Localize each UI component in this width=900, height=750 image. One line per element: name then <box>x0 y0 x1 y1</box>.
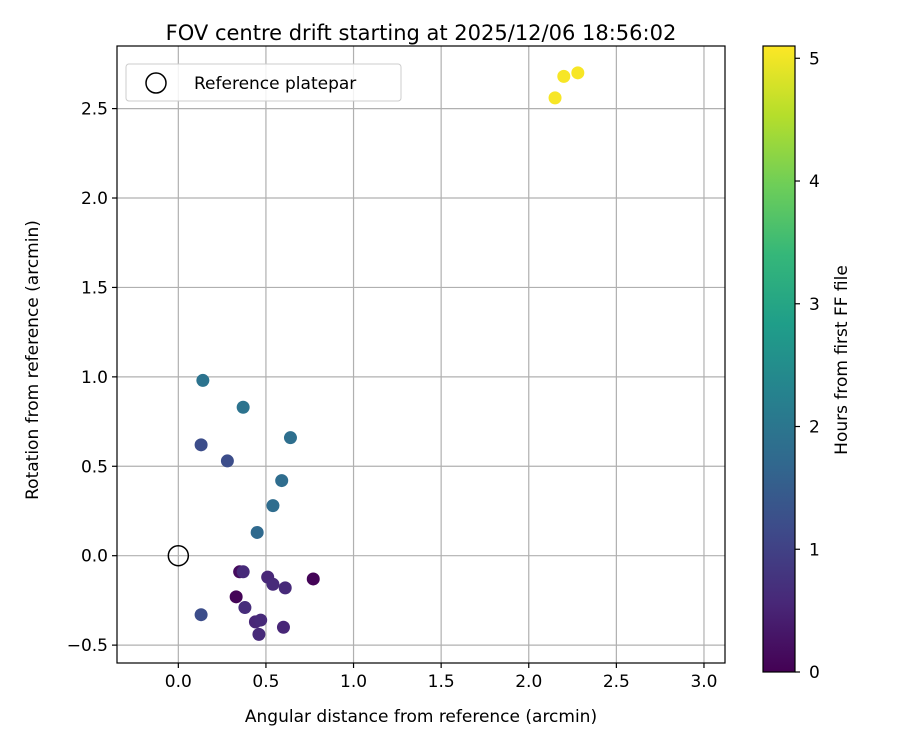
plot-frame <box>116 45 726 664</box>
colorbar-gradient <box>763 46 795 672</box>
data-point <box>266 577 280 591</box>
data-point <box>238 601 252 615</box>
data-point <box>220 454 234 468</box>
colorbar-label: Hours from first FF file <box>832 265 852 455</box>
x-tick-label: 0.0 <box>165 672 192 692</box>
colorbar: 0 1 2 3 4 5 Hours from first FF file <box>762 45 852 683</box>
data-point <box>194 438 208 452</box>
data-point <box>194 608 208 622</box>
data-point <box>275 474 289 488</box>
colorbar-tick-label: 4 <box>809 172 820 192</box>
legend: Reference platepar <box>125 63 402 102</box>
data-point <box>276 620 290 634</box>
y-tick-label: 2.5 <box>81 100 108 120</box>
y-tick-label: −0.5 <box>67 636 108 656</box>
data-point <box>548 91 562 105</box>
y-tick-label: 0.5 <box>81 457 108 477</box>
colorbar-frame <box>762 45 796 673</box>
data-point <box>557 69 571 83</box>
y-axis-ticks: −0.5 0.0 0.5 1.0 1.5 2.0 2.5 <box>67 100 117 656</box>
x-axis-ticks: 0.0 0.5 1.0 1.5 2.0 2.5 3.0 <box>165 663 717 692</box>
data-point <box>278 581 292 595</box>
y-axis-label: Rotation from reference (arcmin) <box>23 220 43 500</box>
data-point <box>252 627 266 641</box>
colorbar-tick-label: 5 <box>809 49 820 69</box>
colorbar-tick-label: 2 <box>809 418 820 438</box>
x-tick-label: 0.5 <box>252 672 279 692</box>
x-tick-label: 2.5 <box>603 672 630 692</box>
colorbar-tick-label: 0 <box>809 663 820 683</box>
data-point <box>229 590 243 604</box>
reference-platepar-marker <box>167 544 190 567</box>
scatter-points <box>194 66 585 641</box>
x-tick-label: 1.5 <box>428 672 455 692</box>
x-axis-label: Angular distance from reference (arcmin) <box>245 707 597 727</box>
grid <box>117 46 725 663</box>
chart-title: FOV centre drift starting at 2025/12/06 … <box>166 21 677 45</box>
x-tick-label: 3.0 <box>690 672 717 692</box>
data-point <box>283 431 297 445</box>
y-tick-label: 1.5 <box>81 278 108 298</box>
data-point <box>196 373 210 387</box>
colorbar-ticks: 0 1 2 3 4 5 <box>795 49 820 683</box>
data-point <box>236 565 250 579</box>
data-point <box>236 400 250 414</box>
data-point <box>250 525 264 539</box>
y-tick-label: 1.0 <box>81 368 108 388</box>
data-point <box>306 572 320 586</box>
data-point <box>254 613 268 627</box>
data-point <box>266 499 280 513</box>
legend-label: Reference platepar <box>194 74 356 94</box>
colorbar-tick-label: 3 <box>809 295 820 315</box>
y-tick-label: 2.0 <box>81 189 108 209</box>
legend-marker-icon <box>145 72 167 94</box>
colorbar-tick-label: 1 <box>809 540 820 560</box>
x-tick-label: 1.0 <box>340 672 367 692</box>
legend-box <box>125 63 402 102</box>
x-tick-label: 2.0 <box>515 672 542 692</box>
y-tick-label: 0.0 <box>81 547 108 567</box>
data-point <box>571 66 585 80</box>
